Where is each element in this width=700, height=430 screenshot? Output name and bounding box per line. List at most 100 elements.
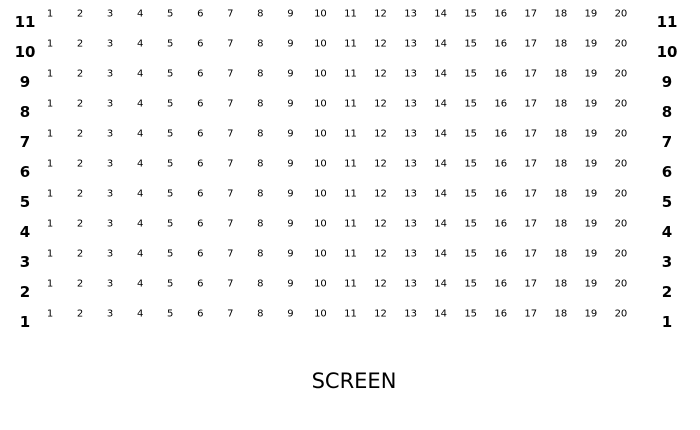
seat-8-3[interactable]: 3 [106,98,114,110]
seat-9-13[interactable]: 13 [404,68,417,80]
seat-11-4[interactable]: 4 [136,8,144,20]
seat-11-18[interactable]: 18 [554,8,568,20]
seat-5-3[interactable]: 3 [106,188,114,200]
seat-11-12[interactable]: 12 [374,8,387,20]
seat-6-15[interactable]: 15 [464,158,478,170]
seat-2-13[interactable]: 13 [404,278,417,290]
seat-11-3[interactable]: 3 [106,8,114,20]
seat-9-1[interactable]: 1 [46,68,54,80]
seat-7-20[interactable]: 20 [614,128,628,140]
seat-7-17[interactable]: 17 [524,128,538,140]
seat-5-5[interactable]: 5 [167,188,174,200]
seat-5-17[interactable]: 17 [524,188,538,200]
seat-8-18[interactable]: 18 [554,98,568,110]
seat-7-7[interactable]: 7 [227,128,234,140]
seat-1-16[interactable]: 16 [494,308,508,320]
seat-1-9[interactable]: 9 [287,308,294,320]
seat-1-4[interactable]: 4 [136,308,144,320]
seat-2-2[interactable]: 2 [76,278,84,290]
seat-2-12[interactable]: 12 [374,278,387,290]
seat-1-11[interactable]: 11 [344,308,357,320]
seat-8-7[interactable]: 7 [227,98,234,110]
seat-6-13[interactable]: 13 [404,158,417,170]
seat-3-15[interactable]: 15 [464,248,478,260]
seat-3-7[interactable]: 7 [227,248,234,260]
seat-2-1[interactable]: 1 [46,278,54,290]
seat-9-9[interactable]: 9 [287,68,294,80]
seat-9-4[interactable]: 4 [136,68,144,80]
seat-6-4[interactable]: 4 [136,158,144,170]
seat-1-8[interactable]: 8 [257,308,264,320]
seat-3-12[interactable]: 12 [374,248,387,260]
seat-3-1[interactable]: 1 [46,248,54,260]
seat-10-6[interactable]: 6 [197,38,204,50]
seat-8-14[interactable]: 14 [434,98,447,110]
seat-9-3[interactable]: 3 [106,68,114,80]
seat-11-16[interactable]: 16 [494,8,508,20]
seat-10-14[interactable]: 14 [434,38,447,50]
seat-2-16[interactable]: 16 [494,278,508,290]
seat-4-10[interactable]: 10 [314,218,327,230]
seat-5-19[interactable]: 19 [584,188,598,200]
seat-4-9[interactable]: 9 [287,218,294,230]
seat-11-20[interactable]: 20 [614,8,628,20]
seat-2-11[interactable]: 11 [344,278,357,290]
seat-4-11[interactable]: 11 [344,218,357,230]
seat-10-16[interactable]: 16 [494,38,508,50]
seat-7-5[interactable]: 5 [167,128,174,140]
seat-7-18[interactable]: 18 [554,128,568,140]
seat-3-3[interactable]: 3 [106,248,114,260]
seat-9-14[interactable]: 14 [434,68,447,80]
seat-1-3[interactable]: 3 [106,308,114,320]
seat-1-10[interactable]: 10 [314,308,327,320]
seat-11-11[interactable]: 11 [344,8,357,20]
seat-11-6[interactable]: 6 [197,8,204,20]
seat-4-15[interactable]: 15 [464,218,478,230]
seat-2-6[interactable]: 6 [197,278,204,290]
seat-4-19[interactable]: 19 [584,218,598,230]
seat-1-1[interactable]: 1 [46,308,54,320]
seat-8-4[interactable]: 4 [136,98,144,110]
seat-5-12[interactable]: 12 [374,188,387,200]
seat-7-6[interactable]: 6 [197,128,204,140]
seat-7-10[interactable]: 10 [314,128,327,140]
seat-3-16[interactable]: 16 [494,248,508,260]
seat-11-1[interactable]: 1 [46,8,54,20]
seat-10-10[interactable]: 10 [314,38,327,50]
seat-7-9[interactable]: 9 [287,128,294,140]
seat-8-16[interactable]: 16 [494,98,508,110]
seat-9-12[interactable]: 12 [374,68,387,80]
seat-3-2[interactable]: 2 [76,248,84,260]
seat-4-4[interactable]: 4 [136,218,144,230]
seat-1-20[interactable]: 20 [614,308,628,320]
seat-1-19[interactable]: 19 [584,308,598,320]
seat-1-7[interactable]: 7 [227,308,234,320]
seat-2-19[interactable]: 19 [584,278,598,290]
seat-8-13[interactable]: 13 [404,98,417,110]
seat-1-5[interactable]: 5 [167,308,174,320]
seat-11-19[interactable]: 19 [584,8,598,20]
seat-7-16[interactable]: 16 [494,128,508,140]
seat-7-12[interactable]: 12 [374,128,387,140]
seat-9-6[interactable]: 6 [197,68,204,80]
seat-5-10[interactable]: 10 [314,188,327,200]
seat-7-11[interactable]: 11 [344,128,357,140]
seat-5-7[interactable]: 7 [227,188,234,200]
seat-8-9[interactable]: 9 [287,98,294,110]
seat-9-20[interactable]: 20 [614,68,628,80]
seat-1-18[interactable]: 18 [554,308,568,320]
seat-7-19[interactable]: 19 [584,128,598,140]
seat-10-5[interactable]: 5 [167,38,174,50]
seat-11-10[interactable]: 10 [314,8,327,20]
seat-4-14[interactable]: 14 [434,218,447,230]
seat-6-14[interactable]: 14 [434,158,447,170]
seat-3-19[interactable]: 19 [584,248,598,260]
seat-10-12[interactable]: 12 [374,38,387,50]
seat-6-9[interactable]: 9 [287,158,294,170]
seat-5-14[interactable]: 14 [434,188,447,200]
seat-7-2[interactable]: 2 [76,128,84,140]
seat-5-4[interactable]: 4 [136,188,144,200]
seat-11-7[interactable]: 7 [227,8,234,20]
seat-6-2[interactable]: 2 [76,158,84,170]
seat-11-5[interactable]: 5 [167,8,174,20]
